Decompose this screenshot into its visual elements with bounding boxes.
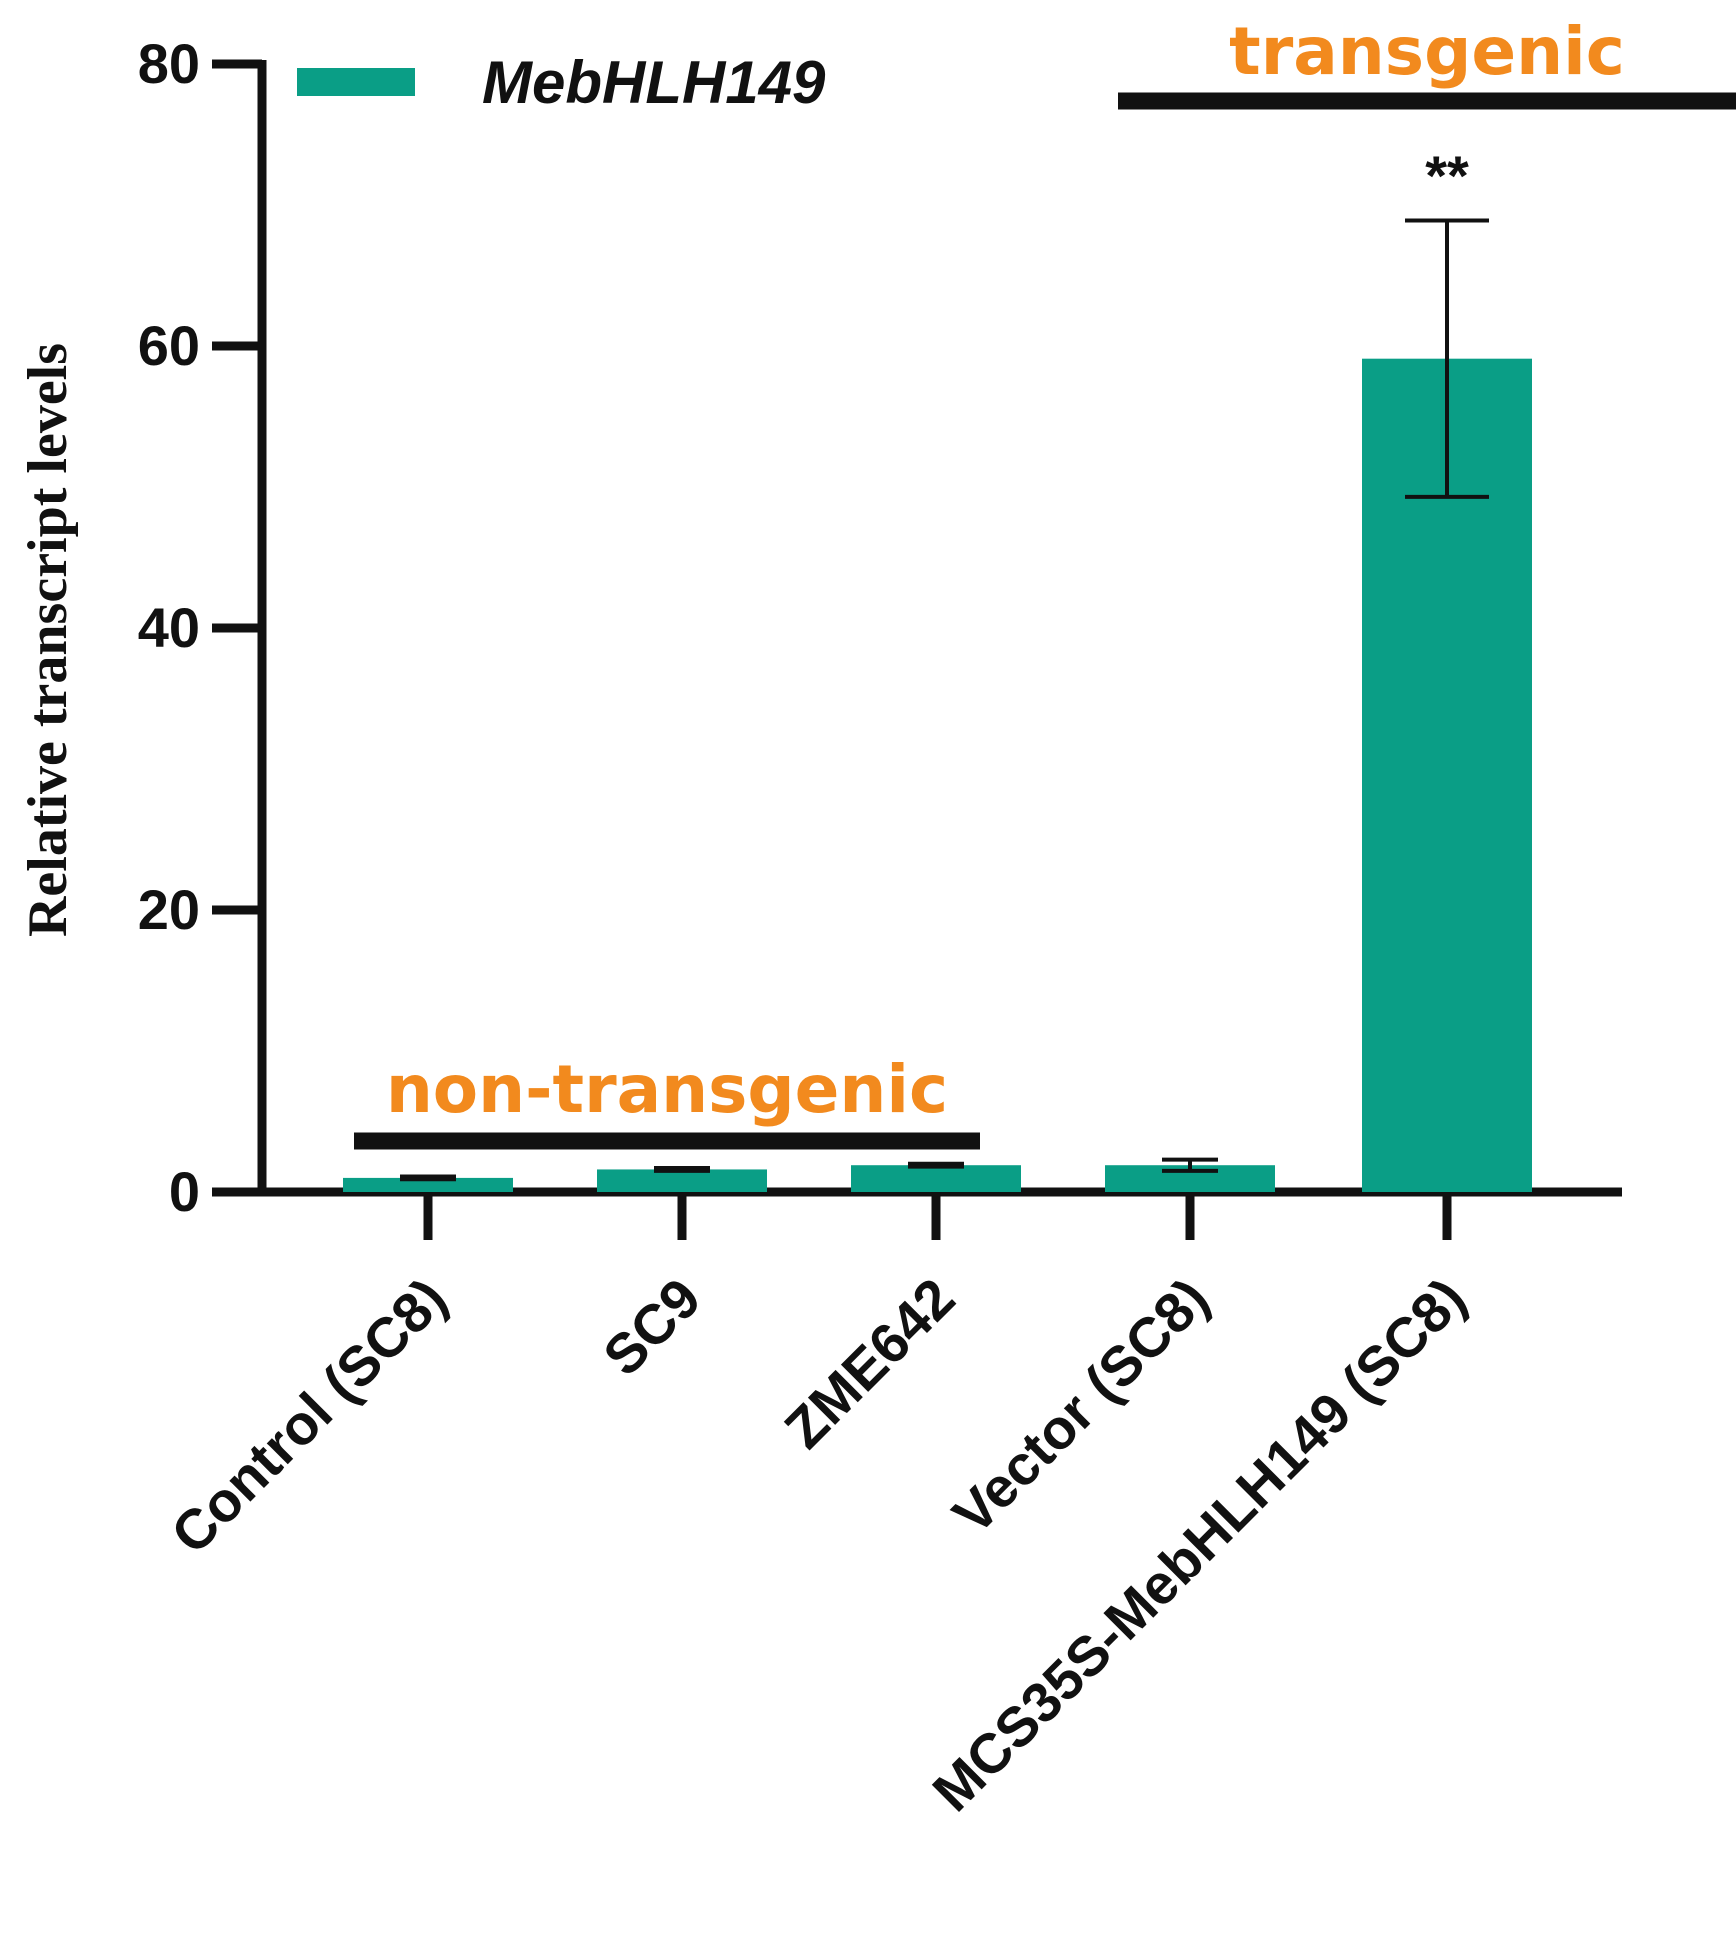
bar <box>851 1165 1021 1192</box>
significance-annotations: ** <box>1425 144 1469 207</box>
y-tick-label: 80 <box>138 32 200 95</box>
x-tick-label: Control (SC8) <box>159 1266 459 1566</box>
x-tick-label: Vector (SC8) <box>940 1266 1220 1546</box>
bar <box>597 1169 767 1192</box>
error-bar <box>1162 1157 1218 1173</box>
y-tick-label: 0 <box>169 1160 200 1223</box>
y-axis-ticks: 0 20 40 60 80 <box>138 32 262 1223</box>
significance-marker: ** <box>1425 144 1469 207</box>
error-bar <box>400 1174 456 1182</box>
y-tick-label: 20 <box>138 878 200 941</box>
bar-series <box>343 358 1532 1192</box>
x-tick-label: ZME642 <box>772 1266 966 1460</box>
group-bracket: transgenic <box>1118 13 1736 110</box>
error-bar <box>1405 218 1489 499</box>
group-brackets: non-transgenic transgenic <box>354 13 1736 1150</box>
legend-swatch <box>297 68 415 96</box>
legend-label: MebHLH149 <box>482 49 826 116</box>
x-tick-label: SC9 <box>591 1266 713 1388</box>
bar <box>343 1177 513 1192</box>
legend: MebHLH149 <box>297 49 826 116</box>
group-label: non-transgenic <box>386 1051 948 1128</box>
y-tick-label: 60 <box>138 314 200 377</box>
y-axis-label: Relative transcript levels <box>17 343 79 937</box>
x-tick-label: MCS35S-MebHLH149 (SC8) <box>920 1266 1477 1823</box>
y-tick-label: 40 <box>138 596 200 659</box>
error-bar <box>654 1166 710 1173</box>
group-label: transgenic <box>1229 13 1625 90</box>
error-bars <box>400 218 1489 1182</box>
group-bracket: non-transgenic <box>354 1051 980 1150</box>
error-bar <box>908 1161 964 1169</box>
